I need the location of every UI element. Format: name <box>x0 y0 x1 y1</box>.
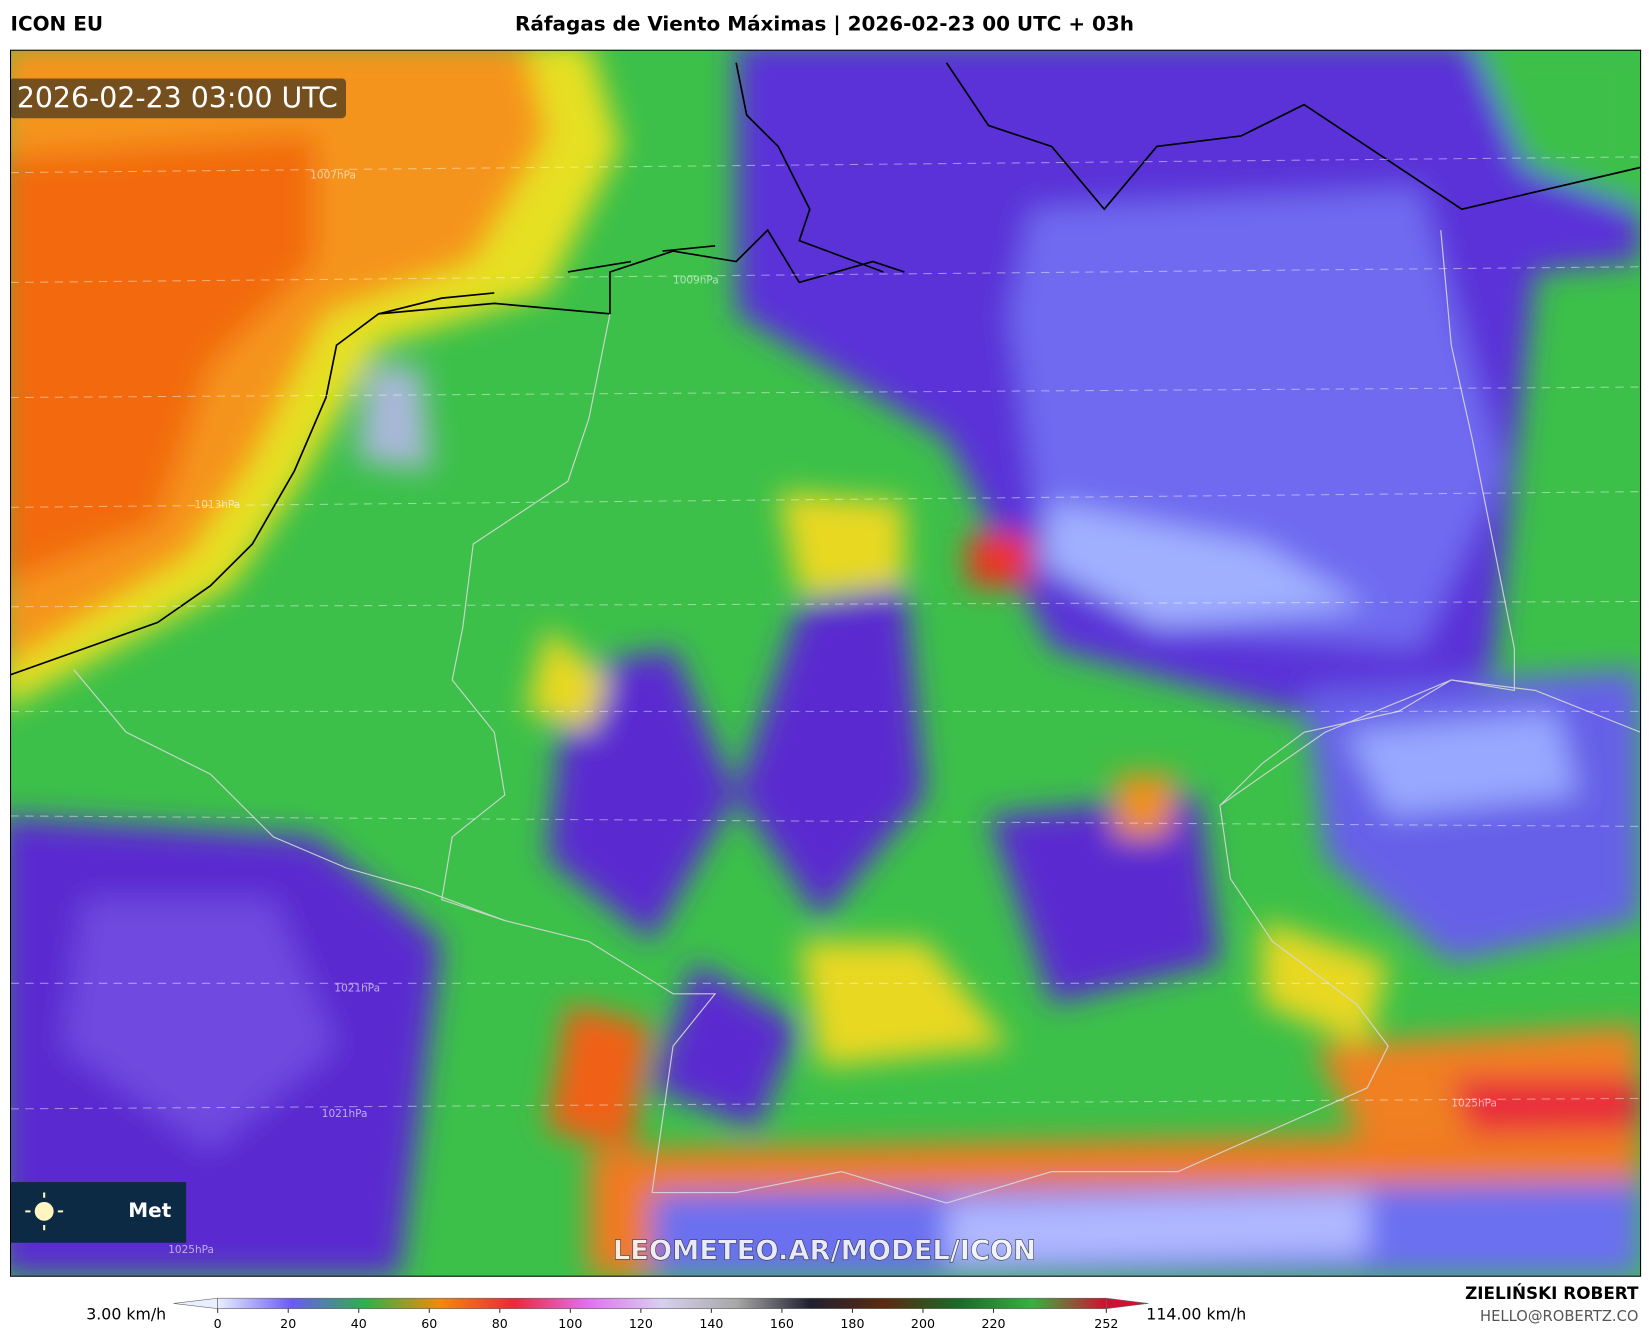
map: 1007hPa 1009hPa 1013hPa 1021hPa 1021hPa … <box>10 50 1641 1277</box>
contact: HELLO@ROBERTZ.CO <box>1480 1308 1638 1325</box>
isobar-label: 1025hPa <box>168 1244 214 1256</box>
colorbar-tick-label: 120 <box>629 1316 653 1331</box>
logo-rays <box>25 1192 64 1231</box>
colorbar-tick-label: 220 <box>981 1316 1005 1331</box>
colorbar-tick-label: 20 <box>280 1316 296 1331</box>
colorbar-tick-label: 0 <box>214 1316 222 1331</box>
isobar-label: 1013hPa <box>195 499 241 511</box>
colorbar-tick-label: 180 <box>840 1316 864 1331</box>
time-box <box>10 78 346 119</box>
logo-text: Met <box>128 1199 171 1222</box>
colorbar-tick-label: 100 <box>558 1316 582 1331</box>
isobar-label: 1025hPa <box>1451 1098 1497 1110</box>
watermark: LEOMETEO.AR/MODEL/ICON <box>613 1236 1036 1267</box>
isobar-label: 1021hPa <box>322 1108 368 1120</box>
map-title: Ráfagas de Viento Máximas | 2026-02-23 0… <box>515 13 1134 36</box>
isobar-label: 1009hPa <box>673 274 719 286</box>
colorbar-tick-label: 60 <box>421 1316 437 1331</box>
colorbar: 0 20 40 60 80 100 120 140 160 180 200 220 252 <box>173 1297 1149 1331</box>
colorbar-tick-label: 40 <box>351 1316 367 1331</box>
logo-sun <box>34 1201 54 1221</box>
valid-time: 2026-02-23 03:00 UTC <box>17 81 338 114</box>
isobar-label: 1021hPa <box>334 983 380 995</box>
author: ZIELIŃSKI ROBERT <box>1465 1282 1639 1303</box>
colorbar-tick-label: 160 <box>770 1316 794 1331</box>
colorbar-min-label: 3.00 km/h <box>86 1304 166 1323</box>
colorbar-extend-high <box>1106 1297 1149 1310</box>
colorbar-tick-label: 140 <box>699 1316 723 1331</box>
isobar-label: 1007hPa <box>310 170 356 182</box>
colorbar-tick-label: 200 <box>911 1316 935 1331</box>
model-name: ICON EU <box>11 13 104 36</box>
colorbar-tick-label: 252 <box>1094 1316 1118 1331</box>
map-frame <box>9 49 1642 1277</box>
colorbar-tick-label: 80 <box>492 1316 508 1331</box>
colorbar-extend-low <box>173 1297 219 1310</box>
colorbar-max-label: 114.00 km/h <box>1146 1304 1246 1323</box>
colorbar-bar <box>217 1297 1107 1309</box>
